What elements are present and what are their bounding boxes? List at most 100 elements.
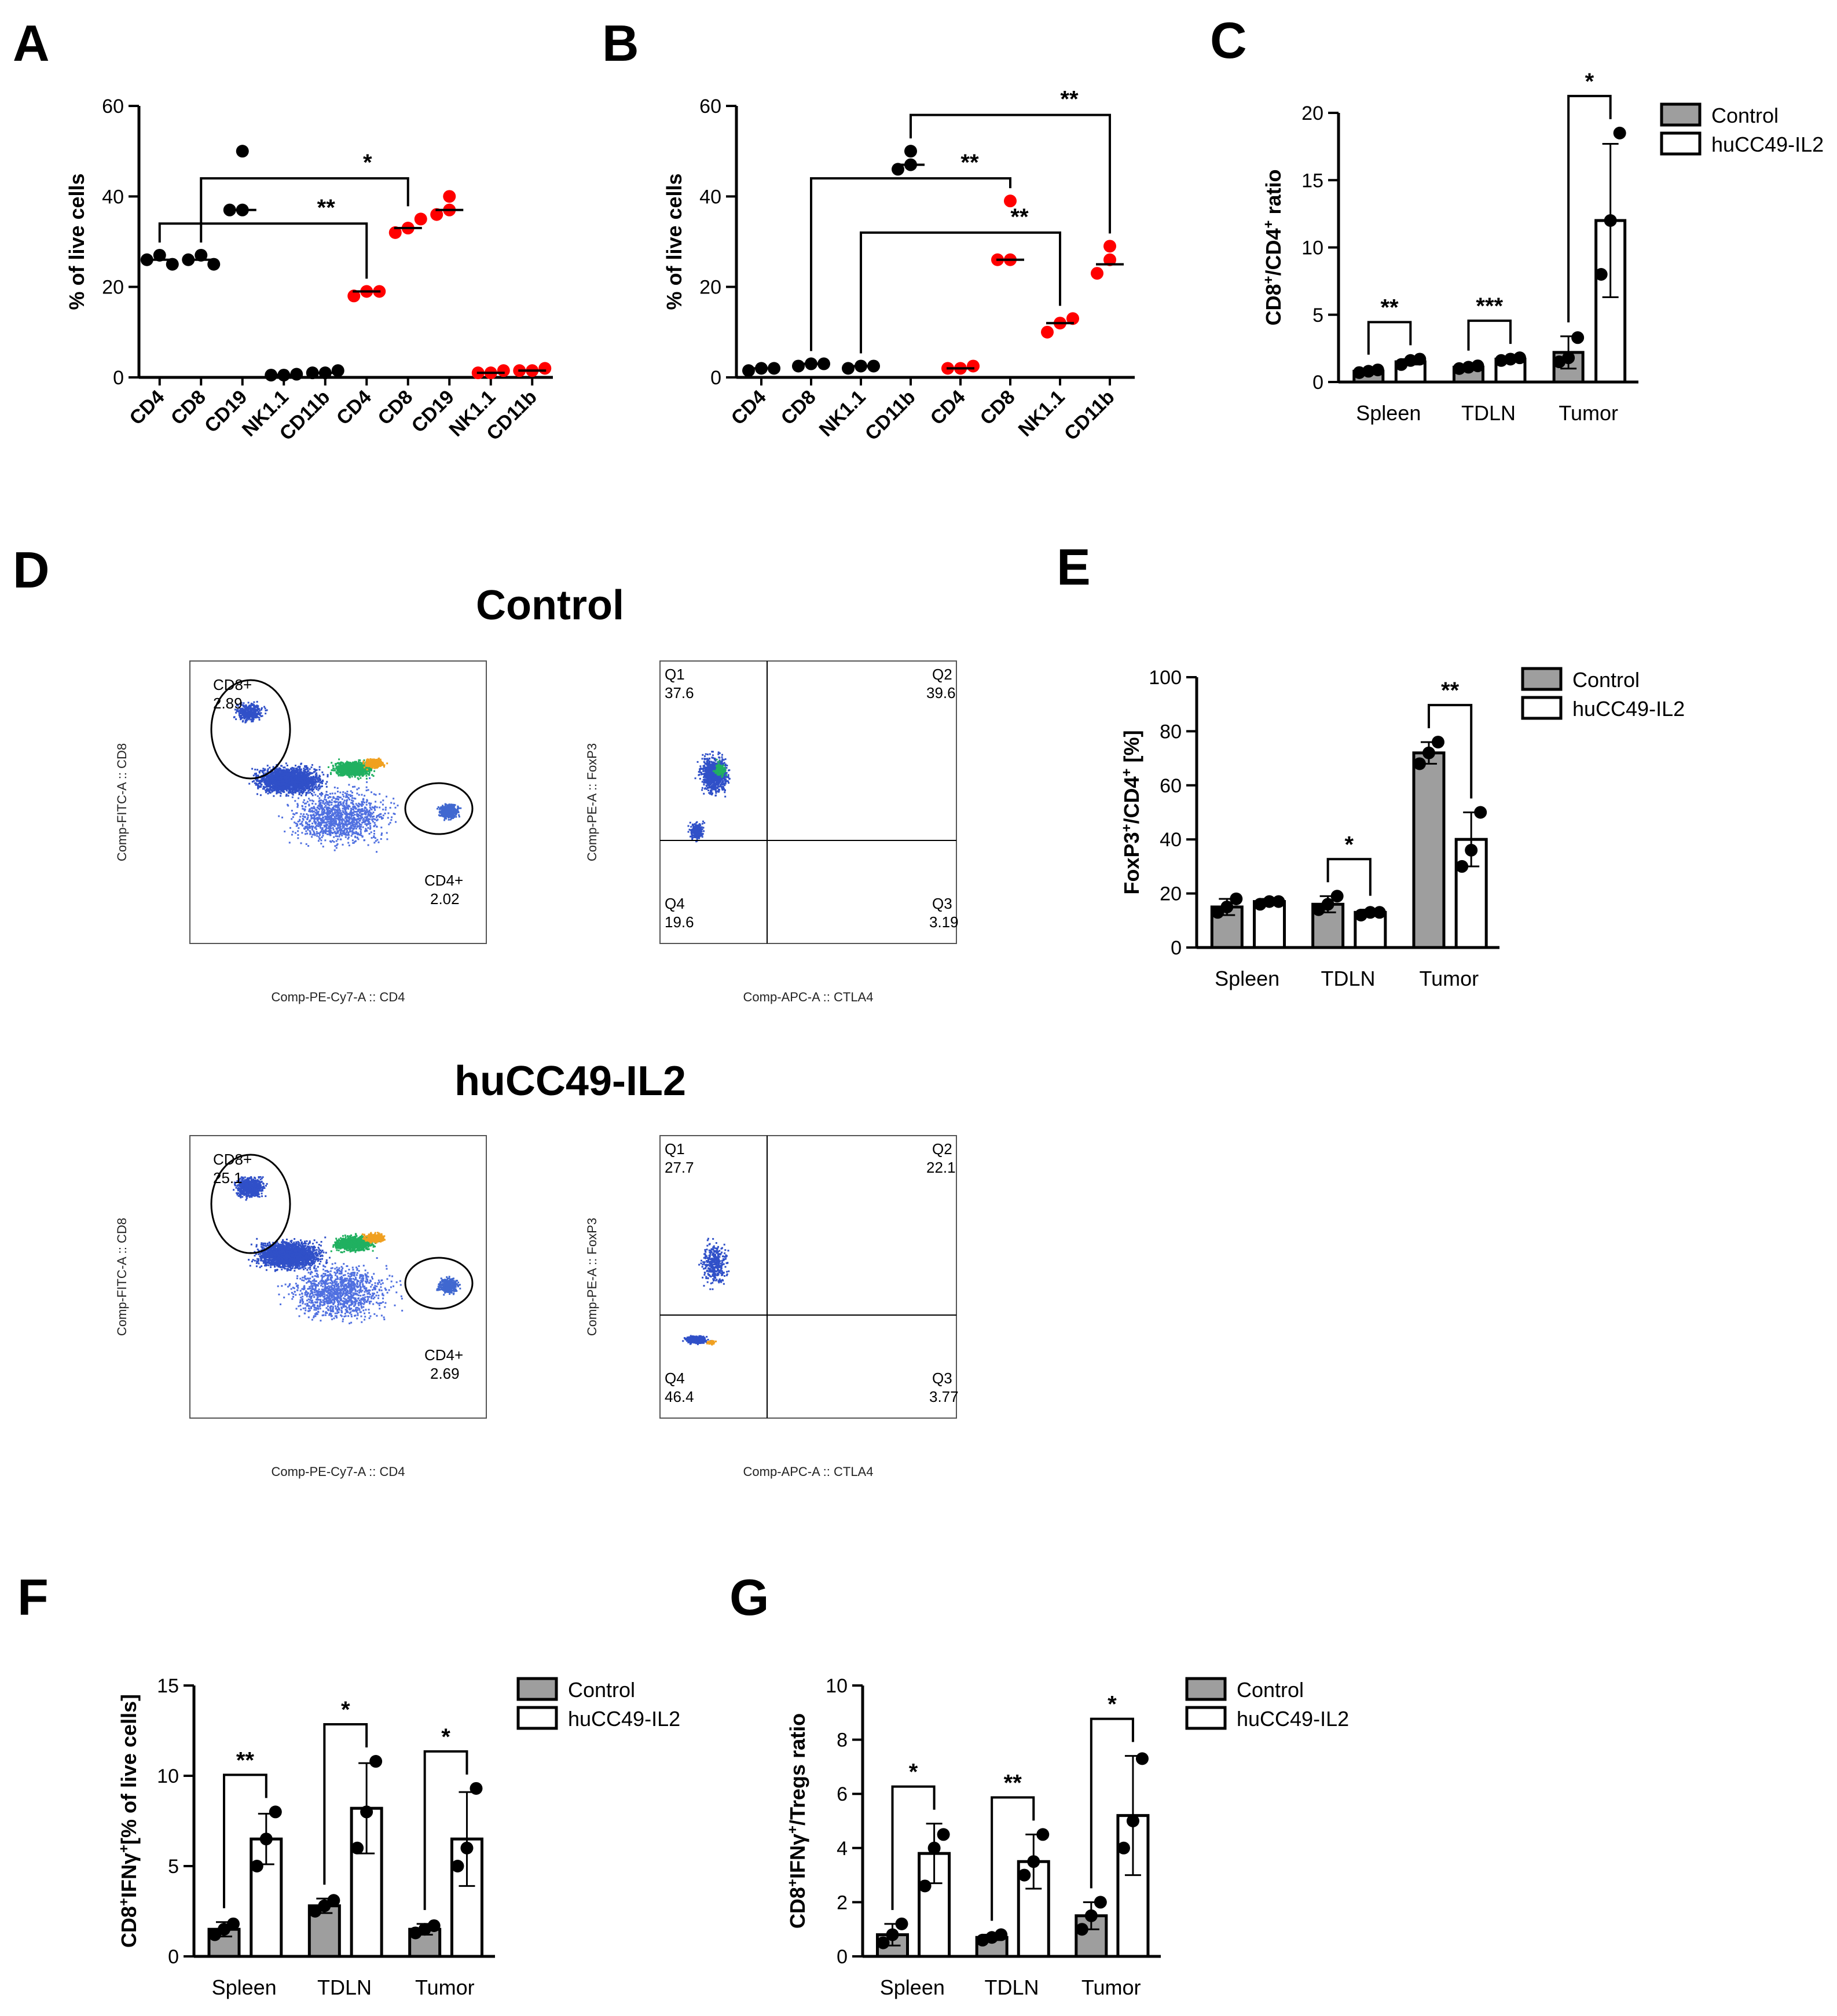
flow-event [294, 789, 296, 792]
flow-event [334, 792, 336, 795]
significance-bracket [910, 113, 1111, 234]
data-point [1413, 757, 1426, 770]
flow-event [366, 769, 368, 771]
flow-event [280, 792, 282, 794]
flow-event [273, 782, 275, 784]
flow-event [305, 787, 307, 789]
y-axis-label: % of live cells [662, 173, 686, 310]
data-point [892, 163, 904, 176]
flow-event [442, 815, 444, 817]
data-point [918, 1879, 932, 1893]
flow-event [311, 789, 313, 791]
y-tick-label: 0 [837, 1946, 848, 1968]
flow-event [316, 788, 318, 790]
flow-event [354, 762, 357, 764]
flow-event [284, 766, 286, 769]
data-point [895, 1917, 908, 1930]
flow-event [294, 765, 296, 767]
flow-event [239, 715, 241, 718]
flow-event [251, 781, 254, 783]
flow-event [283, 788, 285, 791]
flow-event [255, 783, 258, 785]
flow-event [267, 788, 269, 790]
y-label-part: [%] [1120, 730, 1143, 768]
flow-event [254, 714, 256, 716]
flow-event [352, 764, 354, 766]
flow-event [314, 794, 317, 796]
flow-event [272, 784, 274, 786]
data-point [443, 190, 456, 203]
data-point [995, 1928, 1008, 1941]
flow-event [256, 784, 259, 786]
flow-event [361, 772, 363, 774]
flow-event [306, 792, 308, 794]
flow-event [447, 809, 449, 811]
panel-letter-g: G [729, 1569, 769, 1626]
flow-event [369, 758, 372, 760]
data-point [1103, 240, 1116, 253]
flow-event [366, 759, 368, 761]
data-point [967, 359, 980, 373]
flow-event [455, 816, 457, 818]
flow-event [269, 776, 272, 779]
flow-event [452, 816, 454, 818]
significance-label: ** [1004, 1770, 1022, 1795]
flow-event [441, 806, 443, 809]
data-point [1075, 1923, 1088, 1936]
data-point [1230, 892, 1243, 905]
flow-event [302, 779, 304, 781]
x-category-label: Tumor [1419, 967, 1479, 990]
flow-event [277, 787, 279, 789]
flow-event [244, 708, 246, 710]
flow-event [266, 776, 268, 779]
legend-label-treated: huCC49-IL2 [1572, 697, 1685, 721]
y-label-part: FoxP3 [1120, 832, 1143, 895]
y-label-part: [% of live cells] [117, 1694, 141, 1845]
flow-event [371, 758, 373, 761]
flow-event [299, 770, 302, 773]
flow-event [274, 774, 276, 776]
significance-bracket [323, 1723, 368, 1885]
flow-event [292, 784, 295, 787]
flow-event [314, 779, 317, 781]
flow-event [312, 780, 314, 783]
flow-event [395, 821, 397, 823]
flow-event [287, 781, 289, 783]
panel-letter-a: A [13, 14, 50, 72]
data-point [1422, 746, 1435, 759]
data-point [1471, 359, 1484, 373]
flow-event [313, 777, 316, 779]
data-point [886, 1928, 899, 1941]
x-category-label: Spleen [212, 1975, 277, 1999]
flow-event [266, 789, 268, 792]
flow-event [291, 766, 294, 769]
y-label-part: CD8 [117, 1906, 141, 1948]
flow-event [297, 776, 299, 779]
flow-event [374, 837, 376, 839]
flow-event [291, 770, 294, 772]
data-point [414, 212, 427, 226]
flow-event [296, 788, 298, 791]
flow-event [256, 700, 258, 703]
flow-event [320, 793, 322, 795]
x-category-label: Tumor [415, 1975, 475, 1999]
flow-event [311, 783, 314, 785]
flow-event [276, 783, 278, 785]
data-point [1312, 903, 1325, 916]
flow-event [311, 772, 314, 774]
flow-event [360, 772, 362, 774]
data-point [1135, 1752, 1149, 1765]
flow-event [263, 770, 265, 772]
flow-event [360, 777, 362, 779]
flow-event [301, 783, 303, 785]
x-tick-label: CD4 [727, 386, 771, 429]
flow-event [268, 791, 270, 794]
y-label-part: IFNγ [786, 1834, 809, 1879]
significance-label: ** [1010, 204, 1029, 230]
flow-event [265, 786, 267, 788]
data-point [1613, 126, 1626, 139]
flow-event [355, 772, 357, 774]
flow-event [458, 814, 460, 816]
data-point [1126, 1815, 1139, 1827]
flow-event [281, 773, 284, 775]
